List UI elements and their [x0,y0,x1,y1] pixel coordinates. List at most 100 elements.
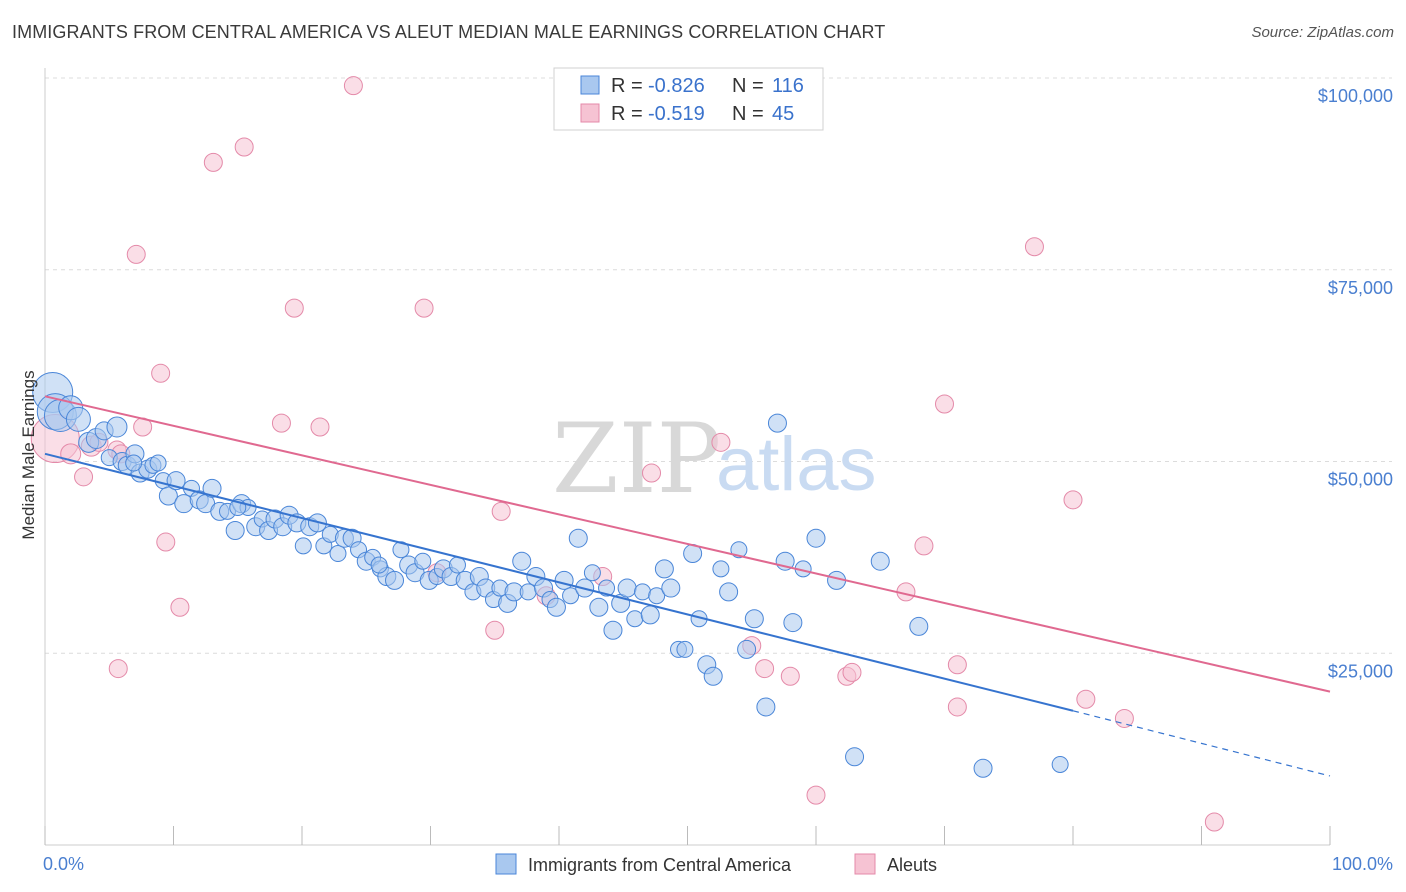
legend-swatch-blue [580,75,600,95]
y-tick-label: $75,000 [1328,278,1393,298]
aleut-point [234,137,254,157]
x-tick-labels: 0.0% 100.0% [43,854,1393,874]
y-tick-label: $100,000 [1318,86,1393,106]
aleut-point [271,413,291,433]
legend-n-value-blue: 116 [772,75,804,97]
aleut-point [711,432,731,452]
legend-n-label-pink: N = [732,103,764,125]
central-america-point [598,579,616,597]
central-america-point [370,556,388,574]
series-legend: Immigrants from Central America Aleuts [495,853,937,875]
central-america-point [617,578,637,598]
central-america-point [519,583,537,601]
bottom-legend-swatch-blue [495,853,517,875]
trend-line-aleut [44,395,1331,693]
bottom-legend-swatch-pink [854,853,876,875]
watermark-atlas: atlas [716,422,877,507]
aleut-point [343,76,363,96]
central-america-point [392,541,410,559]
central-america-point [909,616,929,636]
central-america-point [730,541,748,559]
trend-line-central-america [44,452,1074,712]
aleut-point [310,417,330,437]
central-america-point [589,597,609,617]
central-america-point [756,697,776,717]
y-axis-label: Median Male Earnings [19,370,38,539]
watermark-zip: ZIP [552,403,721,515]
y-tick-label: $25,000 [1328,661,1393,681]
aleut-point [806,785,826,805]
legend-swatch-pink [580,103,600,123]
aleut-point [642,463,662,483]
central-america-point [562,587,580,605]
aleut-point [1024,237,1044,257]
central-america-point [554,570,574,590]
aleut-point [1114,708,1134,728]
central-america-point [744,609,764,629]
central-america-point [626,610,644,628]
aleut-point [156,532,176,552]
aleut-point [755,659,775,679]
central-america-point [712,560,730,578]
central-america-point [640,605,660,625]
central-america-point [65,406,91,432]
watermark: ZIP atlas [552,403,877,515]
central-america-point [661,578,681,598]
aleut-point [947,655,967,675]
aleut-point [485,620,505,640]
legend-r-value-blue: -0.826 [648,75,705,97]
central-america-point [158,486,178,506]
aleut-point [203,152,223,172]
central-america-point [719,582,739,602]
central-america-point [546,597,566,617]
central-america-point [973,758,993,778]
central-america-point [767,413,787,433]
aleut-point [1204,812,1224,832]
legend-r-value-pink: -0.519 [648,103,705,125]
central-america-point [783,613,803,633]
aleut-point [491,501,511,521]
aleut-point [108,659,128,679]
y-tick-label: $50,000 [1328,470,1393,490]
correlation-legend: R = -0.826 N = 116 R = -0.519 N = 45 [553,67,824,131]
central-america-point [149,454,167,472]
aleut-point [935,394,954,414]
central-america-point [512,551,532,571]
central-america-point [225,521,245,541]
source-label: Source: ZipAtlas.com [1251,24,1394,41]
x-tick-label: 0.0% [43,854,84,874]
central-america-point [845,747,865,767]
central-america-points [32,371,1069,778]
aleut-point [1076,689,1096,709]
aleut-point [842,662,862,682]
central-america-point [676,640,694,658]
central-america-point [634,583,652,601]
trend-lines [44,395,1331,777]
y-tick-labels: $25,000 $50,000 $75,000 $100,000 [1318,86,1393,681]
central-america-point [703,666,723,686]
aleut-point [780,666,800,686]
central-america-point [202,478,222,498]
central-america-point [385,570,405,590]
trend-line-central-america-extension [1072,710,1331,777]
central-america-point [737,639,757,659]
aleut-point [74,467,94,487]
legend-n-label-blue: N = [732,75,764,97]
central-america-point [654,559,674,579]
central-america-point [106,416,128,438]
bottom-legend-label-pink: Aleuts [887,855,937,875]
bottom-legend-label-blue: Immigrants from Central America [528,855,792,875]
central-america-point [648,587,666,605]
legend-n-value-pink: 45 [772,103,794,125]
central-america-point [1051,755,1069,773]
aleut-point [126,244,146,264]
central-america-point [603,620,623,640]
central-america-point [870,551,890,571]
central-america-point [125,454,143,472]
central-america-point [583,564,601,582]
central-america-point [329,545,347,563]
x-tick-label: 100.0% [1332,854,1393,874]
legend-r-label-pink: R = [611,103,643,125]
aleut-point [1063,490,1083,510]
